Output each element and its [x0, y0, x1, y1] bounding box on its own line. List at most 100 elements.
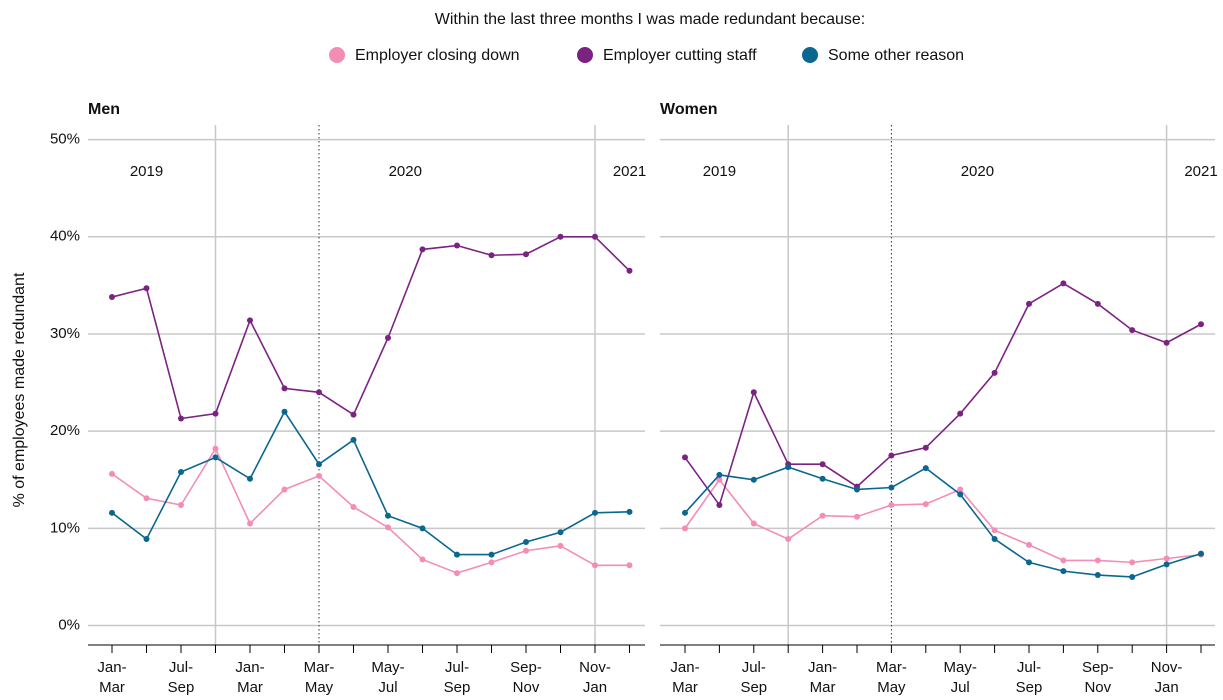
data-point: [247, 317, 253, 324]
data-point: [350, 436, 357, 443]
x-tick-label-line: Jul-: [169, 659, 193, 676]
legend-marker: [577, 47, 593, 63]
x-tick-label: May- Jul: [944, 659, 977, 696]
data-point: [316, 389, 322, 396]
x-tick-label-line: Nov: [513, 679, 540, 696]
data-point: [957, 410, 964, 417]
data-point: [212, 445, 219, 452]
x-tick-label-line: Jul: [378, 679, 397, 696]
x-tick-label-line: Nov: [1084, 679, 1111, 696]
data-point: [1198, 550, 1204, 557]
data-point: [1026, 559, 1032, 566]
data-point: [785, 464, 792, 471]
legend-title: Within the last three months I was made …: [435, 11, 865, 28]
data-point: [316, 472, 322, 479]
data-point: [316, 461, 322, 468]
data-point: [854, 486, 860, 493]
data-point: [888, 452, 895, 459]
data-point: [1163, 555, 1170, 562]
y-tick-label: 50%: [50, 131, 80, 148]
data-point: [143, 495, 150, 502]
legend-label: Some other reason: [828, 47, 964, 64]
data-point: [281, 385, 288, 392]
x-tick-label-line: Sep-: [1082, 659, 1114, 676]
data-point: [750, 389, 757, 396]
x-tick-label-line: Sep: [1016, 679, 1043, 696]
data-point: [819, 475, 826, 482]
data-point: [350, 411, 357, 418]
data-point: [626, 508, 633, 515]
y-tick-label: 30%: [50, 325, 80, 342]
data-point: [991, 369, 998, 376]
data-point: [592, 233, 598, 240]
data-point: [109, 294, 115, 301]
data-point: [854, 513, 860, 520]
series-line: [684, 282, 1202, 507]
legend-label: Employer cutting staff: [603, 47, 757, 64]
y-tick-label: 20%: [50, 422, 80, 439]
data-point: [247, 475, 253, 482]
data-point: [109, 470, 115, 477]
data-point: [750, 520, 757, 527]
data-point: [716, 476, 723, 483]
data-point: [350, 503, 357, 510]
x-tick-label: May- Jul: [371, 659, 404, 696]
data-point: [109, 509, 115, 516]
x-tick-label-line: Jan-: [670, 659, 699, 676]
x-tick-label-line: May-: [944, 659, 977, 676]
data-point: [488, 252, 495, 259]
data-point: [247, 520, 253, 527]
data-point: [592, 509, 598, 516]
data-point: [178, 502, 184, 509]
x-tick-label: Jan- Mar: [97, 659, 126, 696]
year-label: 2021: [613, 163, 646, 180]
data-point: [991, 527, 998, 534]
x-tick-label-line: Jan-: [97, 659, 126, 676]
x-tick-label-line: Mar: [99, 679, 125, 696]
year-label: 2019: [703, 163, 736, 180]
data-point: [1060, 557, 1067, 564]
data-point: [819, 461, 826, 468]
x-tick-label: Sep- Nov: [510, 659, 542, 696]
x-tick-label-line: Sep: [168, 679, 195, 696]
data-point: [212, 410, 219, 417]
data-point: [922, 501, 929, 508]
year-label: 2020: [389, 163, 422, 180]
x-tick-label-line: May: [305, 679, 334, 696]
x-tick-label-line: Jan-: [235, 659, 264, 676]
data-point: [922, 465, 929, 472]
legend-marker: [802, 47, 818, 63]
x-tick-label: Mar- May: [304, 659, 335, 696]
data-point: [750, 476, 757, 483]
series-line: [111, 235, 631, 420]
data-point: [626, 267, 633, 274]
x-tick-label: Jan- Mar: [670, 659, 699, 696]
data-point: [957, 486, 964, 493]
x-tick-label: Jul- Sep: [444, 659, 471, 696]
data-point: [957, 491, 964, 498]
data-point: [454, 570, 460, 577]
data-point: [488, 551, 495, 558]
data-point: [385, 524, 391, 531]
y-tick-label: 40%: [50, 228, 80, 245]
x-tick-label-line: Jul-: [742, 659, 766, 676]
legend-label: Employer closing down: [355, 47, 520, 64]
data-point: [1129, 559, 1136, 566]
x-tick-label: Nov- Jan: [1151, 659, 1183, 696]
data-point: [888, 484, 895, 491]
x-tick-label: Sep- Nov: [1082, 659, 1114, 696]
data-point: [1198, 321, 1204, 328]
data-point: [385, 334, 391, 341]
data-point: [682, 509, 688, 516]
x-tick-label: Mar- May: [876, 659, 907, 696]
data-point: [1163, 561, 1170, 568]
data-point: [143, 285, 150, 292]
data-point: [1094, 300, 1101, 307]
data-point: [523, 547, 529, 554]
series-line: [684, 466, 1202, 578]
x-tick-label-line: Mar: [237, 679, 263, 696]
x-tick-label-line: Mar: [810, 679, 836, 696]
x-tick-label-line: Jul-: [445, 659, 469, 676]
data-point: [1060, 280, 1067, 287]
